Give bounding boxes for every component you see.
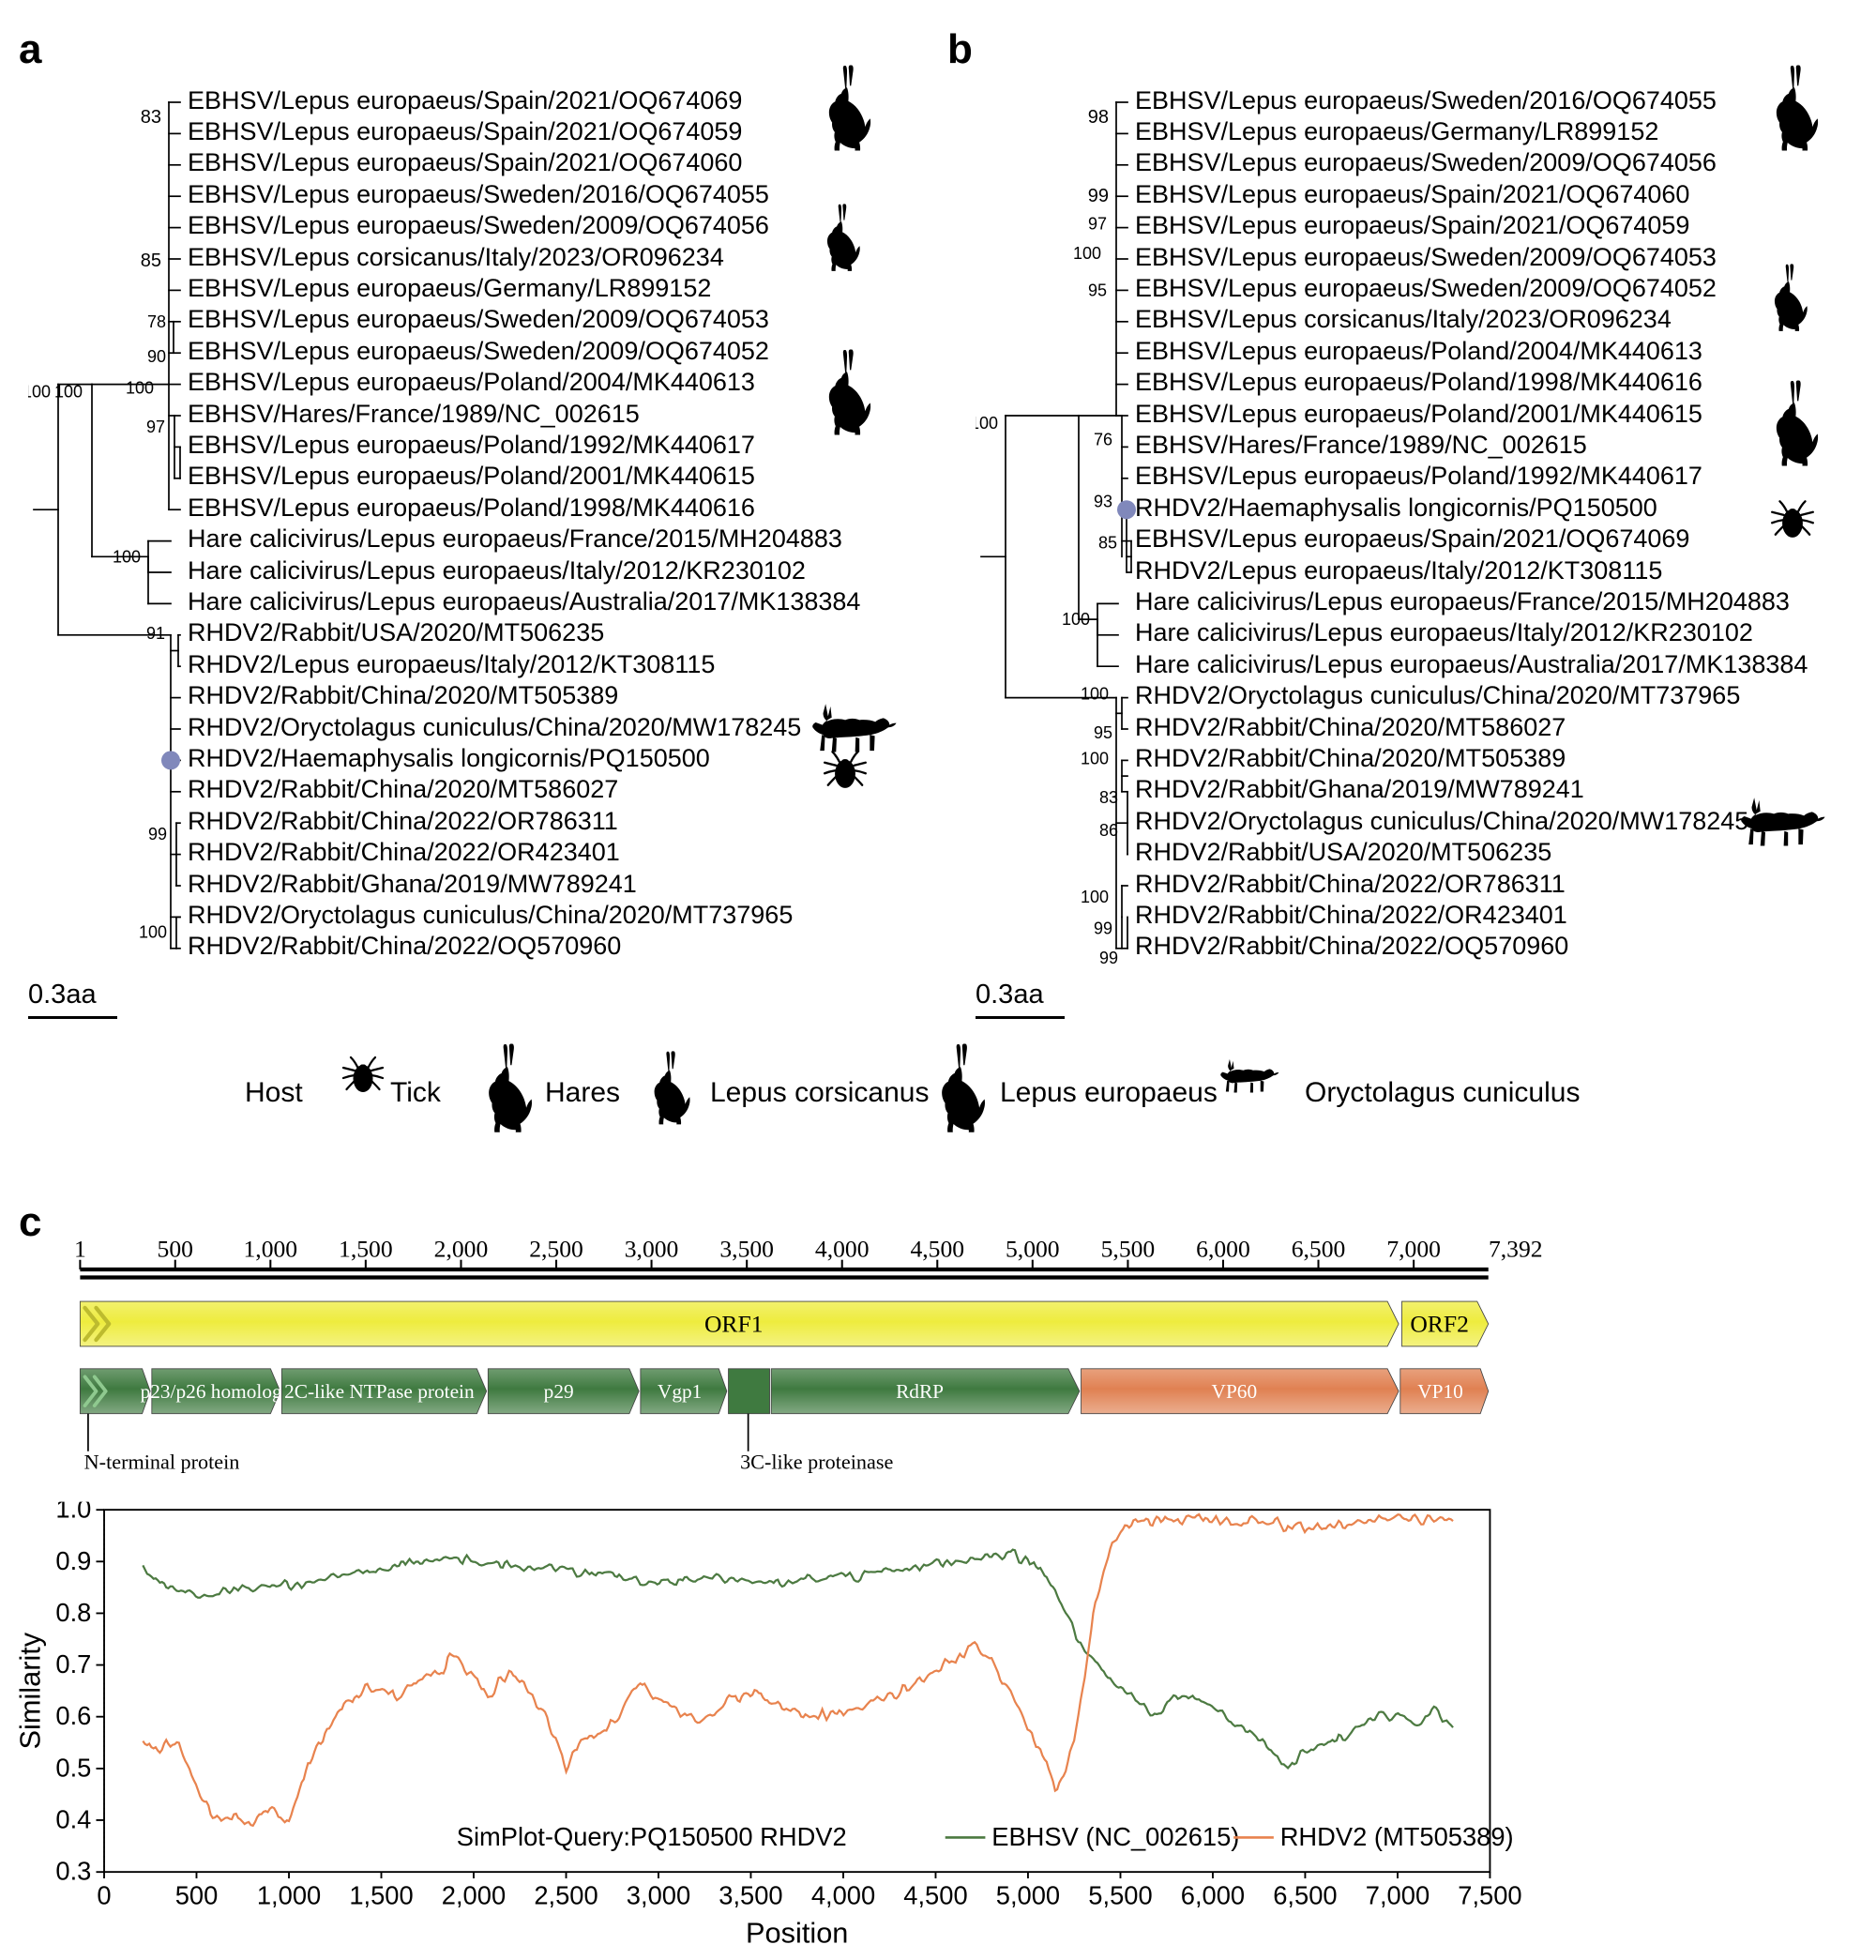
svg-text:100: 100: [139, 922, 167, 941]
svg-text:1,000: 1,000: [257, 1880, 321, 1909]
svg-text:6,000: 6,000: [1196, 1235, 1250, 1262]
svg-text:5,000: 5,000: [996, 1880, 1060, 1909]
svg-text:100: 100: [126, 379, 154, 398]
svg-text:p23/p26 homolog: p23/p26 homolog: [141, 1380, 282, 1403]
svg-text:86: 86: [1099, 821, 1118, 840]
svg-text:4,500: 4,500: [903, 1880, 967, 1909]
svg-text:7,000: 7,000: [1366, 1880, 1430, 1909]
svg-text:4,500: 4,500: [910, 1235, 964, 1262]
svg-text:ORF1: ORF1: [704, 1311, 764, 1338]
svg-text:0.7: 0.7: [55, 1649, 91, 1679]
svg-text:97: 97: [1088, 215, 1107, 234]
svg-text:2,500: 2,500: [529, 1235, 583, 1262]
svg-text:0.5: 0.5: [55, 1753, 91, 1782]
svg-text:0: 0: [97, 1880, 111, 1909]
svg-text:5,500: 5,500: [1088, 1880, 1152, 1909]
svg-text:3,500: 3,500: [719, 1880, 782, 1909]
svg-text:99: 99: [148, 825, 167, 843]
svg-text:5,000: 5,000: [1006, 1235, 1060, 1262]
svg-text:1.0: 1.0: [55, 1502, 91, 1524]
svg-text:0.3: 0.3: [55, 1857, 91, 1886]
svg-text:97: 97: [146, 418, 165, 436]
svg-text:85: 85: [141, 251, 161, 271]
svg-text:90: 90: [147, 347, 166, 366]
svg-text:EBHSV (NC_002615): EBHSV (NC_002615): [991, 1822, 1239, 1851]
svg-text:100: 100: [28, 383, 51, 402]
svg-text:98: 98: [1088, 107, 1109, 128]
svg-text:2,000: 2,000: [434, 1235, 489, 1262]
svg-text:3,000: 3,000: [627, 1880, 690, 1909]
svg-text:p29: p29: [544, 1380, 574, 1403]
svg-text:1,500: 1,500: [349, 1880, 413, 1909]
svg-text:83: 83: [1099, 788, 1118, 807]
svg-text:91: 91: [146, 624, 165, 643]
svg-text:0.9: 0.9: [55, 1546, 91, 1575]
svg-text:1: 1: [74, 1235, 86, 1262]
svg-text:3C-like proteinase: 3C-like proteinase: [740, 1451, 893, 1474]
svg-text:1,000: 1,000: [243, 1235, 297, 1262]
svg-text:6,500: 6,500: [1273, 1880, 1337, 1909]
svg-text:93: 93: [1094, 493, 1112, 511]
svg-text:100: 100: [1081, 685, 1109, 704]
svg-text:5,500: 5,500: [1101, 1235, 1156, 1262]
svg-text:95: 95: [1094, 723, 1112, 742]
svg-text:76: 76: [1094, 430, 1112, 448]
svg-text:100: 100: [1081, 888, 1109, 906]
svg-text:2C-like NTPase protein: 2C-like NTPase protein: [284, 1380, 475, 1403]
svg-text:500: 500: [158, 1235, 193, 1262]
svg-text:99: 99: [1099, 949, 1118, 967]
svg-text:85: 85: [1098, 534, 1117, 553]
svg-text:100: 100: [1073, 244, 1101, 263]
svg-text:78: 78: [147, 312, 166, 331]
svg-text:0.8: 0.8: [55, 1598, 91, 1627]
svg-text:4,000: 4,000: [811, 1880, 875, 1909]
svg-text:83: 83: [141, 107, 161, 128]
svg-text:2,000: 2,000: [442, 1880, 506, 1909]
svg-text:95: 95: [1088, 281, 1107, 299]
svg-text:RdRP: RdRP: [896, 1380, 944, 1403]
svg-text:7,392: 7,392: [1489, 1235, 1543, 1262]
svg-text:100: 100: [1081, 749, 1109, 767]
svg-text:Position: Position: [746, 1916, 848, 1949]
svg-text:6,500: 6,500: [1292, 1235, 1346, 1262]
svg-text:100: 100: [113, 547, 141, 566]
svg-text:RHDV2 (MT505389): RHDV2 (MT505389): [1280, 1822, 1514, 1851]
svg-text:0.6: 0.6: [55, 1701, 91, 1730]
svg-text:7,500: 7,500: [1458, 1880, 1521, 1909]
svg-text:2,500: 2,500: [534, 1880, 598, 1909]
svg-text:N-terminal protein: N-terminal protein: [84, 1451, 240, 1474]
svg-text:500: 500: [175, 1880, 219, 1909]
svg-text:99: 99: [1088, 186, 1109, 206]
svg-text:1,500: 1,500: [339, 1235, 393, 1262]
svg-text:VP10: VP10: [1417, 1380, 1463, 1403]
svg-text:99: 99: [1094, 919, 1112, 937]
svg-text:7,000: 7,000: [1386, 1235, 1441, 1262]
svg-text:VP60: VP60: [1212, 1380, 1258, 1403]
svg-text:ORF2: ORF2: [1410, 1311, 1469, 1338]
svg-text:Similarity: Similarity: [16, 1632, 47, 1749]
svg-text:100: 100: [976, 414, 998, 433]
svg-text:SimPlot-Query:PQ150500 RHDV2: SimPlot-Query:PQ150500 RHDV2: [457, 1822, 847, 1851]
svg-text:Vgp1: Vgp1: [658, 1380, 702, 1403]
svg-text:0.4: 0.4: [55, 1805, 91, 1834]
svg-text:6,000: 6,000: [1181, 1880, 1245, 1909]
svg-text:3,500: 3,500: [719, 1235, 774, 1262]
svg-text:4,000: 4,000: [815, 1235, 870, 1262]
svg-text:3,000: 3,000: [625, 1235, 679, 1262]
